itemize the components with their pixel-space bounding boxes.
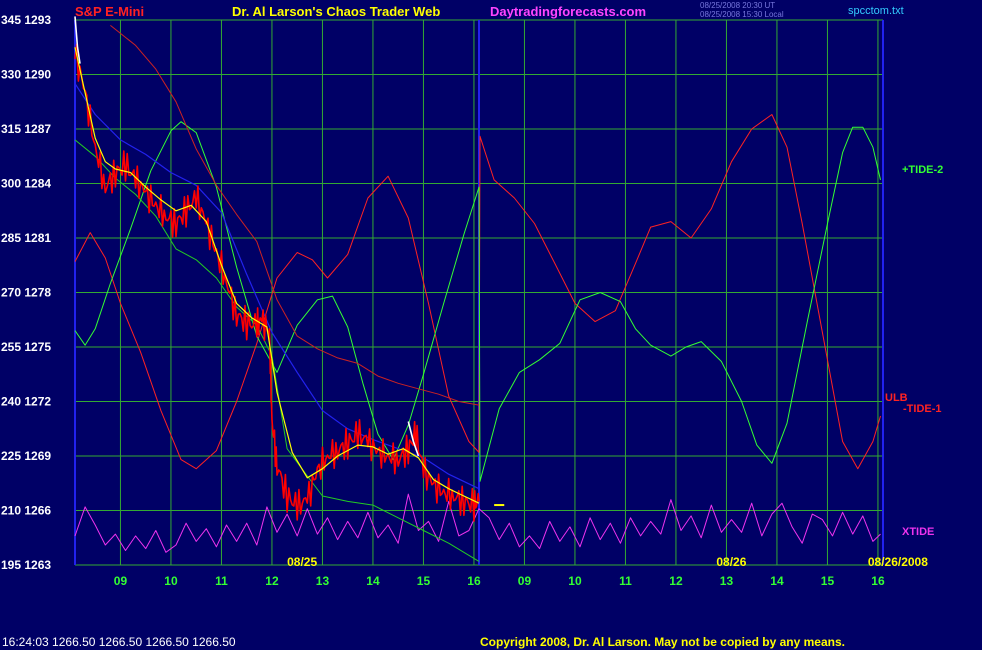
x-tick-label: 12: [265, 574, 279, 588]
x-tick-label: 09: [518, 574, 532, 588]
y-tick-label: 240 1272: [1, 395, 51, 409]
x-tick-label: 13: [720, 574, 734, 588]
series-label: -TIDE-1: [903, 403, 942, 415]
instrument-title: S&P E-Mini: [75, 4, 145, 19]
x-tick-label: 09: [114, 574, 128, 588]
x-tick-label: 10: [164, 574, 178, 588]
timestamp-ut: 08/25/2008 20:30 UT: [700, 1, 776, 10]
date-label: 08/25: [287, 555, 317, 569]
chart-title: Dr. Al Larson's Chaos Trader Web: [232, 4, 441, 19]
axis-labels: 345 1293 330 1290 315 1287 300 1284 285 1281…: [1, 13, 943, 588]
timestamp: 08/25/2008 20:30 UT 08/25/2008 15:30 Loc…: [700, 1, 784, 19]
site-link[interactable]: Daytradingforecasts.com: [490, 4, 647, 19]
date-label: 08/26/2008: [868, 555, 928, 569]
x-tick-label: 14: [770, 574, 784, 588]
x-tick-label: 14: [366, 574, 380, 588]
price-line: [74, 43, 480, 522]
x-tick-label: 16: [871, 574, 885, 588]
x-tick-label: 11: [619, 574, 632, 588]
x-tick-label: 10: [568, 574, 582, 588]
y-tick-label: 285 1281: [1, 231, 51, 245]
copyright-notice: Copyright 2008, Dr. Al Larson. May not b…: [480, 635, 845, 649]
ulb-line: [110, 25, 480, 406]
average-line: [74, 47, 480, 504]
series-label: XTIDE: [902, 526, 934, 538]
chart-lines: [74, 16, 881, 562]
price-highlight-line: [74, 16, 81, 64]
y-tick-label: 210 1266: [1, 504, 51, 518]
slow-average-line: [74, 83, 480, 490]
x-tick-label: 15: [417, 574, 431, 588]
y-tick-label: 270 1278: [1, 286, 51, 300]
timestamp-local: 08/25/2008 15:30 Local: [700, 10, 784, 19]
y-tick-label: 300 1284: [1, 177, 51, 191]
x-tick-label: 15: [821, 574, 835, 588]
y-tick-label: 345 1293: [1, 13, 51, 27]
x-tick-label: 12: [669, 574, 683, 588]
y-tick-label: 225 1269: [1, 449, 51, 463]
tide1-line: [74, 114, 881, 470]
chart-grid: [74, 19, 884, 566]
data-file-name: spcctom.txt: [848, 5, 904, 17]
x-tick-label: 16: [467, 574, 481, 588]
tide2-line: [74, 121, 881, 482]
y-tick-label: 315 1287: [1, 122, 51, 136]
y-tick-label: 330 1290: [1, 68, 51, 82]
series-label: +TIDE-2: [902, 164, 943, 176]
date-label: 08/26: [716, 555, 746, 569]
x-tick-label: 11: [215, 574, 228, 588]
mid-average-line: [74, 139, 480, 562]
last-quote: 16:24:03 1266.50 1266.50 1266.50 1266.50: [2, 635, 236, 649]
xtide-line: [74, 493, 881, 553]
series-label: ULB: [885, 392, 908, 404]
price-highlight-line: [407, 421, 420, 457]
y-tick-label: 195 1263: [1, 558, 51, 572]
y-tick-label: 255 1275: [1, 340, 51, 354]
x-tick-label: 13: [316, 574, 330, 588]
